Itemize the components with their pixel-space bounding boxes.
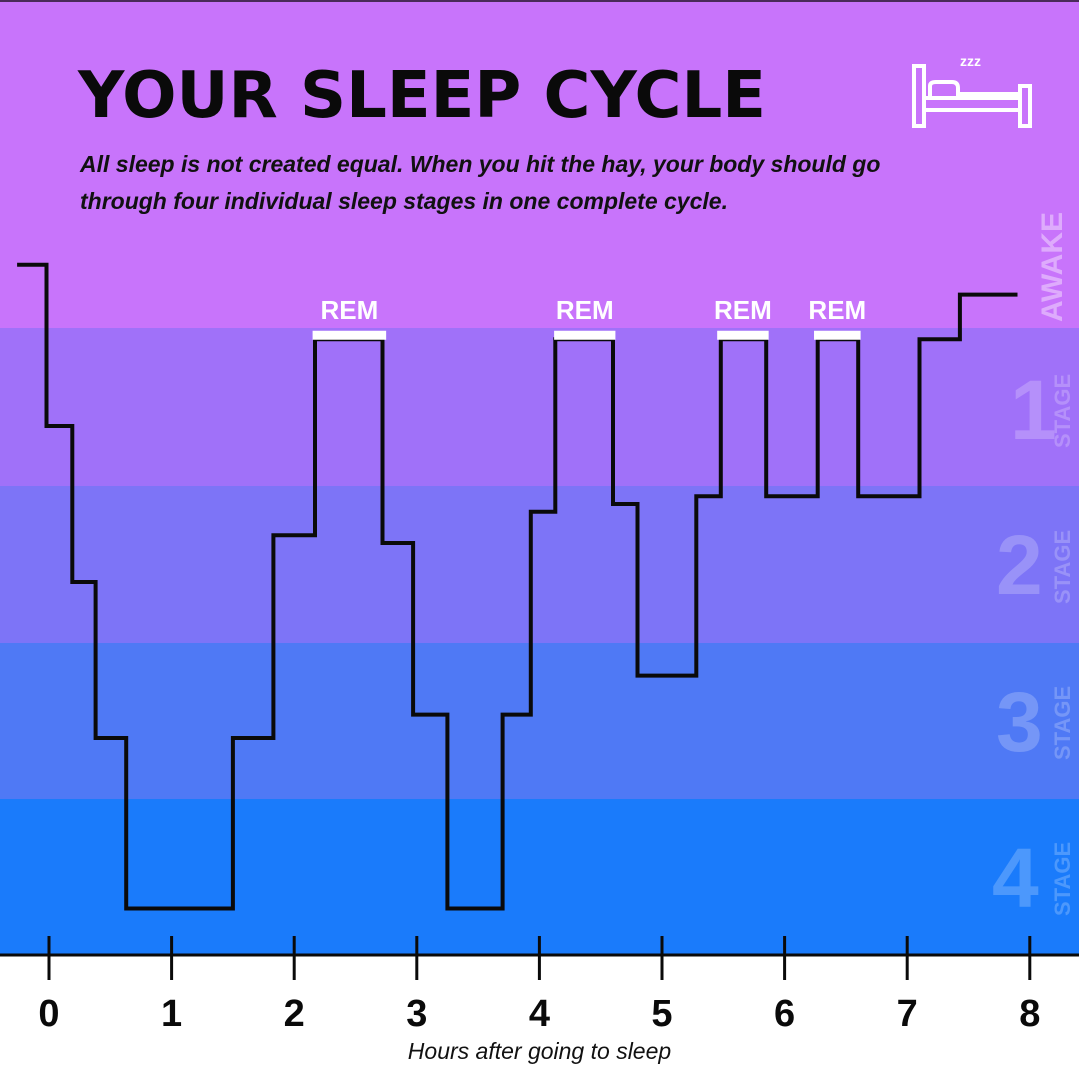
stage-2-number: 2 (996, 518, 1043, 612)
x-axis-label: Hours after going to sleep (407, 1038, 672, 1064)
stage-3-word: STAGE (1050, 685, 1075, 760)
stage-4-number: 4 (992, 831, 1039, 925)
stage-4-word: STAGE (1050, 841, 1075, 916)
stage-1-word: STAGE (1050, 373, 1075, 448)
stage-2-word: STAGE (1050, 529, 1075, 604)
stage-3-band (0, 643, 1079, 799)
stage-1-band (0, 328, 1079, 486)
zzz-small: zzz (960, 53, 981, 69)
bed-with-zzz-icon: zzz (912, 53, 1032, 128)
stage-4-band (0, 799, 1079, 955)
stage-2-band (0, 486, 1079, 643)
stage-1-number: 1 (1010, 363, 1057, 457)
awake-label: AWAKE (1036, 211, 1069, 322)
stage-3-number: 3 (996, 675, 1043, 769)
page-title: YOUR SLEEP CYCLE (78, 59, 766, 133)
page-subtitle: All sleep is not created equal. When you… (80, 151, 881, 214)
